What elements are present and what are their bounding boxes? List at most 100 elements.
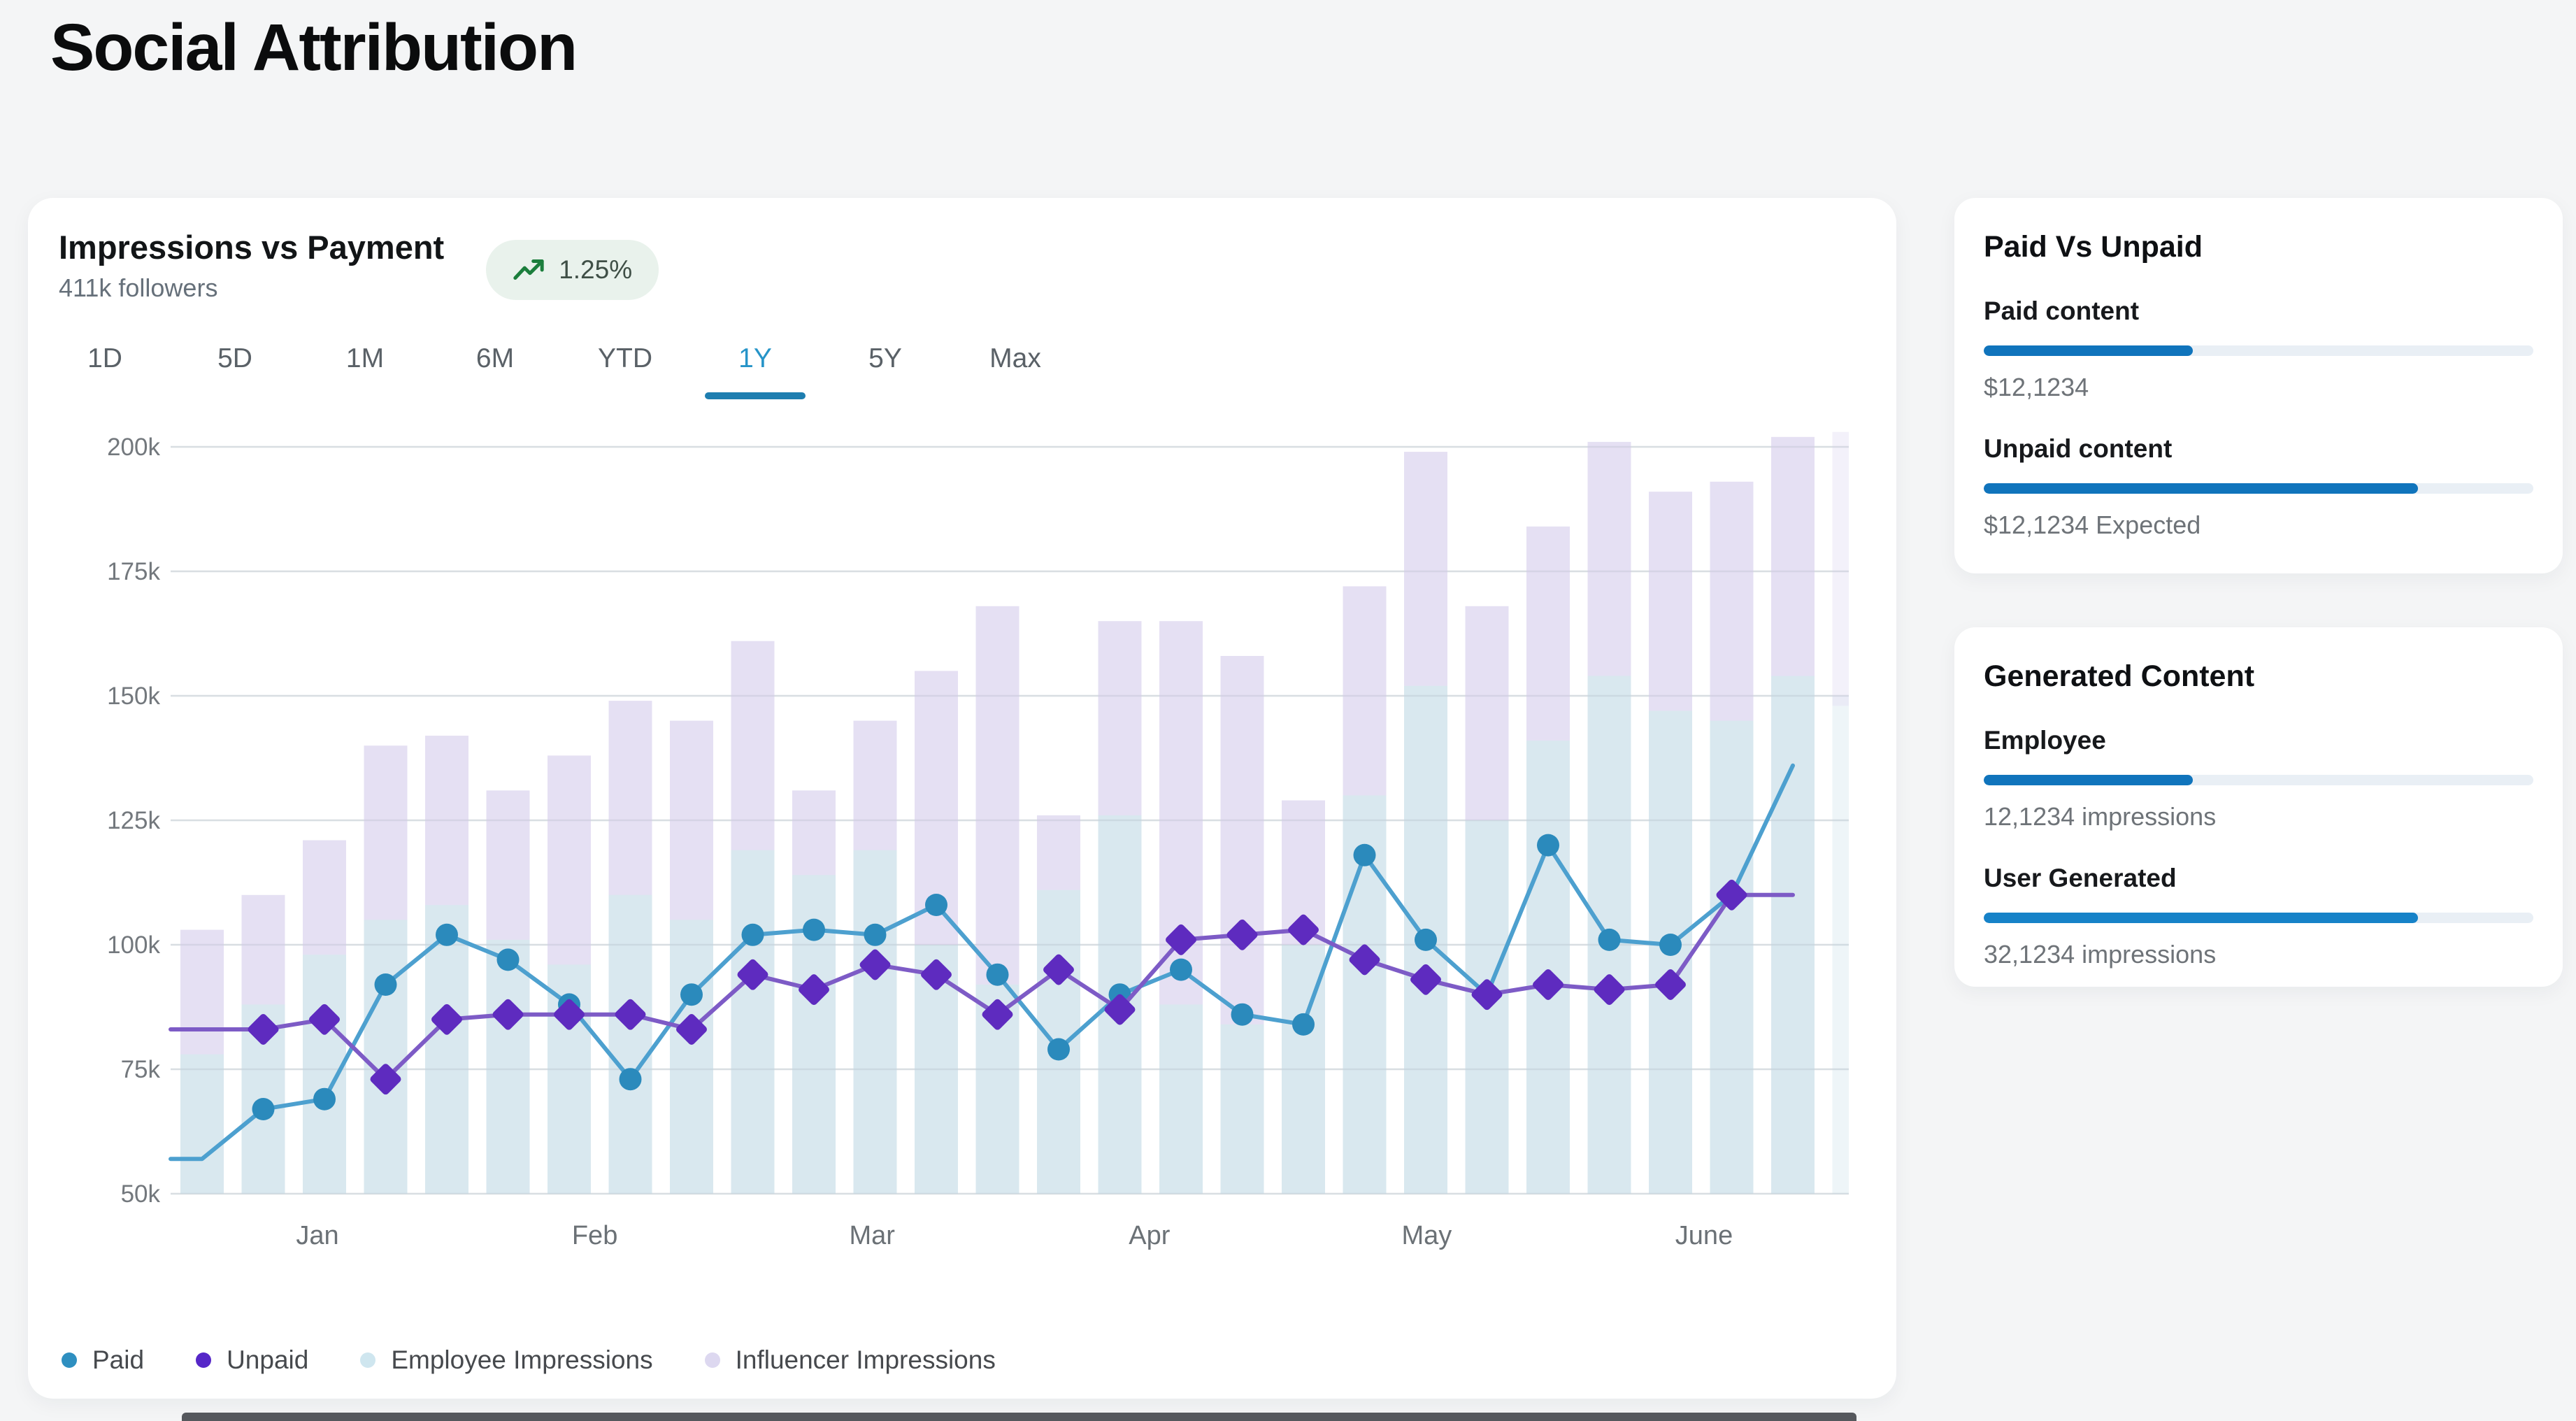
- marker-paid: [436, 923, 458, 946]
- influencer-bar: [731, 641, 775, 850]
- marker-unpaid: [1349, 944, 1380, 976]
- metric-value: 32,1234 impressions: [1984, 940, 2217, 969]
- influencer-bar: [241, 894, 285, 1005]
- influencer-bar: [1037, 815, 1080, 890]
- trend-badge: 1.25%: [486, 240, 659, 300]
- tab-1m[interactable]: 1M: [345, 343, 385, 374]
- legend-item-unpaid[interactable]: Unpaid: [196, 1345, 308, 1375]
- employee-bar: [1526, 725, 1570, 1194]
- marker-unpaid: [1166, 924, 1196, 955]
- marker-paid: [1537, 834, 1559, 857]
- influencer-bar: [1404, 452, 1447, 686]
- legend-label: Employee Impressions: [391, 1345, 653, 1374]
- metric-employee: Employee 12,1234 impressions: [1984, 726, 2533, 831]
- marker-paid: [1231, 1003, 1254, 1026]
- marker-unpaid: [1533, 969, 1564, 1001]
- influencer-bar: [1587, 441, 1631, 676]
- x-axis-labels: Jan Feb Mar Apr May June: [296, 1221, 1733, 1250]
- marker-paid: [374, 973, 397, 997]
- svg-text:175k: 175k: [107, 558, 160, 585]
- marker-paid: [1170, 958, 1192, 981]
- progress-fill: [1984, 345, 2193, 356]
- page-title: Social Attribution: [50, 10, 578, 85]
- influencer-bar: [975, 606, 1019, 985]
- marker-unpaid: [1471, 979, 1503, 1011]
- tab-1y[interactable]: 1Y: [713, 343, 797, 399]
- legend-item-employee-impressions[interactable]: Employee Impressions: [360, 1345, 653, 1375]
- followers-subtitle: 411k followers: [59, 273, 218, 303]
- paid-content-progressbar: [1984, 345, 2533, 356]
- marker-unpaid: [921, 959, 952, 990]
- trending-up-icon: [513, 259, 544, 280]
- tab-5y[interactable]: 5Y: [868, 343, 902, 374]
- chart-legend: Paid Unpaid Employee Impressions Influencer…: [62, 1345, 996, 1375]
- legend-item-paid[interactable]: Paid: [62, 1345, 144, 1375]
- bars-layer[interactable]: [180, 431, 1866, 1194]
- influencer-bar: [425, 736, 468, 906]
- marker-unpaid: [1716, 879, 1747, 911]
- influencer-bar: [1343, 586, 1387, 796]
- influencer-bar: [180, 929, 224, 1055]
- tab-ytd[interactable]: YTD: [598, 343, 652, 374]
- marker-unpaid: [859, 949, 891, 980]
- svg-text:Feb: Feb: [572, 1221, 617, 1250]
- marker-paid: [619, 1068, 642, 1091]
- tab-1d[interactable]: 1D: [87, 343, 122, 374]
- svg-text:75k: 75k: [121, 1056, 161, 1083]
- paid-vs-unpaid-card: Paid Vs Unpaid Paid content $12,1234 Unp…: [1954, 198, 2563, 573]
- user-generated-progressbar: [1984, 913, 2533, 923]
- employee-bar: [1710, 706, 1754, 1194]
- employee-bar: [792, 860, 836, 1194]
- marker-paid: [986, 963, 1009, 986]
- legend-dot: [196, 1352, 212, 1368]
- chart-title: Impressions vs Payment: [59, 229, 445, 266]
- influencer-bar: [303, 840, 346, 955]
- employee-bar: [548, 950, 591, 1194]
- influencer-bar: [548, 755, 591, 965]
- line-unpaid[interactable]: [169, 878, 1795, 1096]
- legend-label: Paid: [92, 1345, 145, 1374]
- svg-text:50k: 50k: [121, 1180, 161, 1208]
- marker-unpaid: [737, 959, 768, 990]
- chart-canvas[interactable]: 200k 175k 150k 125k 100k 75k 50k Jan Feb Mar Apr Ma…: [59, 410, 1866, 1278]
- influencer-bar: [608, 701, 652, 895]
- employee-bar: [180, 1044, 224, 1194]
- marker-paid: [803, 918, 825, 941]
- employee-bar: [853, 835, 897, 1194]
- marker-unpaid: [1410, 964, 1441, 995]
- metric-label: Unpaid content: [1984, 434, 2173, 463]
- svg-text:125k: 125k: [107, 807, 160, 834]
- employee-bar: [1159, 990, 1203, 1194]
- marker-unpaid: [676, 1014, 707, 1045]
- metric-paid-content: Paid content $12,1234: [1984, 297, 2533, 402]
- tab-5d[interactable]: 5D: [217, 343, 252, 374]
- metric-user-generated: User Generated 32,1234 impressions: [1984, 864, 2533, 969]
- tab-max[interactable]: Max: [989, 343, 1041, 374]
- legend-item-influencer-impressions[interactable]: Influencer Impressions: [704, 1345, 996, 1375]
- influencer-bar: [486, 790, 530, 940]
- influencer-bar: [853, 720, 897, 850]
- svg-text:Apr: Apr: [1129, 1221, 1170, 1250]
- svg-text:100k: 100k: [107, 931, 160, 959]
- marker-unpaid: [1226, 919, 1258, 950]
- svg-text:June: June: [1675, 1221, 1733, 1250]
- tab-6m[interactable]: 6M: [475, 343, 515, 374]
- employee-bar: [1832, 696, 1849, 1194]
- legend-dot: [62, 1352, 77, 1368]
- influencer-bar: [1710, 481, 1754, 721]
- influencer-bar: [1220, 656, 1264, 1024]
- metric-label: Paid content: [1984, 297, 2140, 325]
- panel-title: Paid Vs Unpaid: [1984, 230, 2203, 264]
- marker-paid: [680, 983, 703, 1006]
- employee-bar: [608, 880, 652, 1194]
- svg-text:200k: 200k: [107, 434, 160, 461]
- employee-progressbar: [1984, 775, 2533, 785]
- marker-unpaid: [1594, 974, 1625, 1006]
- marker-paid: [1659, 934, 1682, 957]
- progress-fill: [1984, 483, 2418, 494]
- unpaid-content-progressbar: [1984, 483, 2533, 494]
- y-axis-labels: 200k 175k 150k 125k 100k 75k 50k: [107, 434, 160, 1208]
- trend-badge-value: 1.25%: [559, 255, 633, 284]
- metric-unpaid-content: Unpaid content $12,1234 Expected: [1984, 434, 2533, 540]
- marker-unpaid: [309, 1004, 340, 1035]
